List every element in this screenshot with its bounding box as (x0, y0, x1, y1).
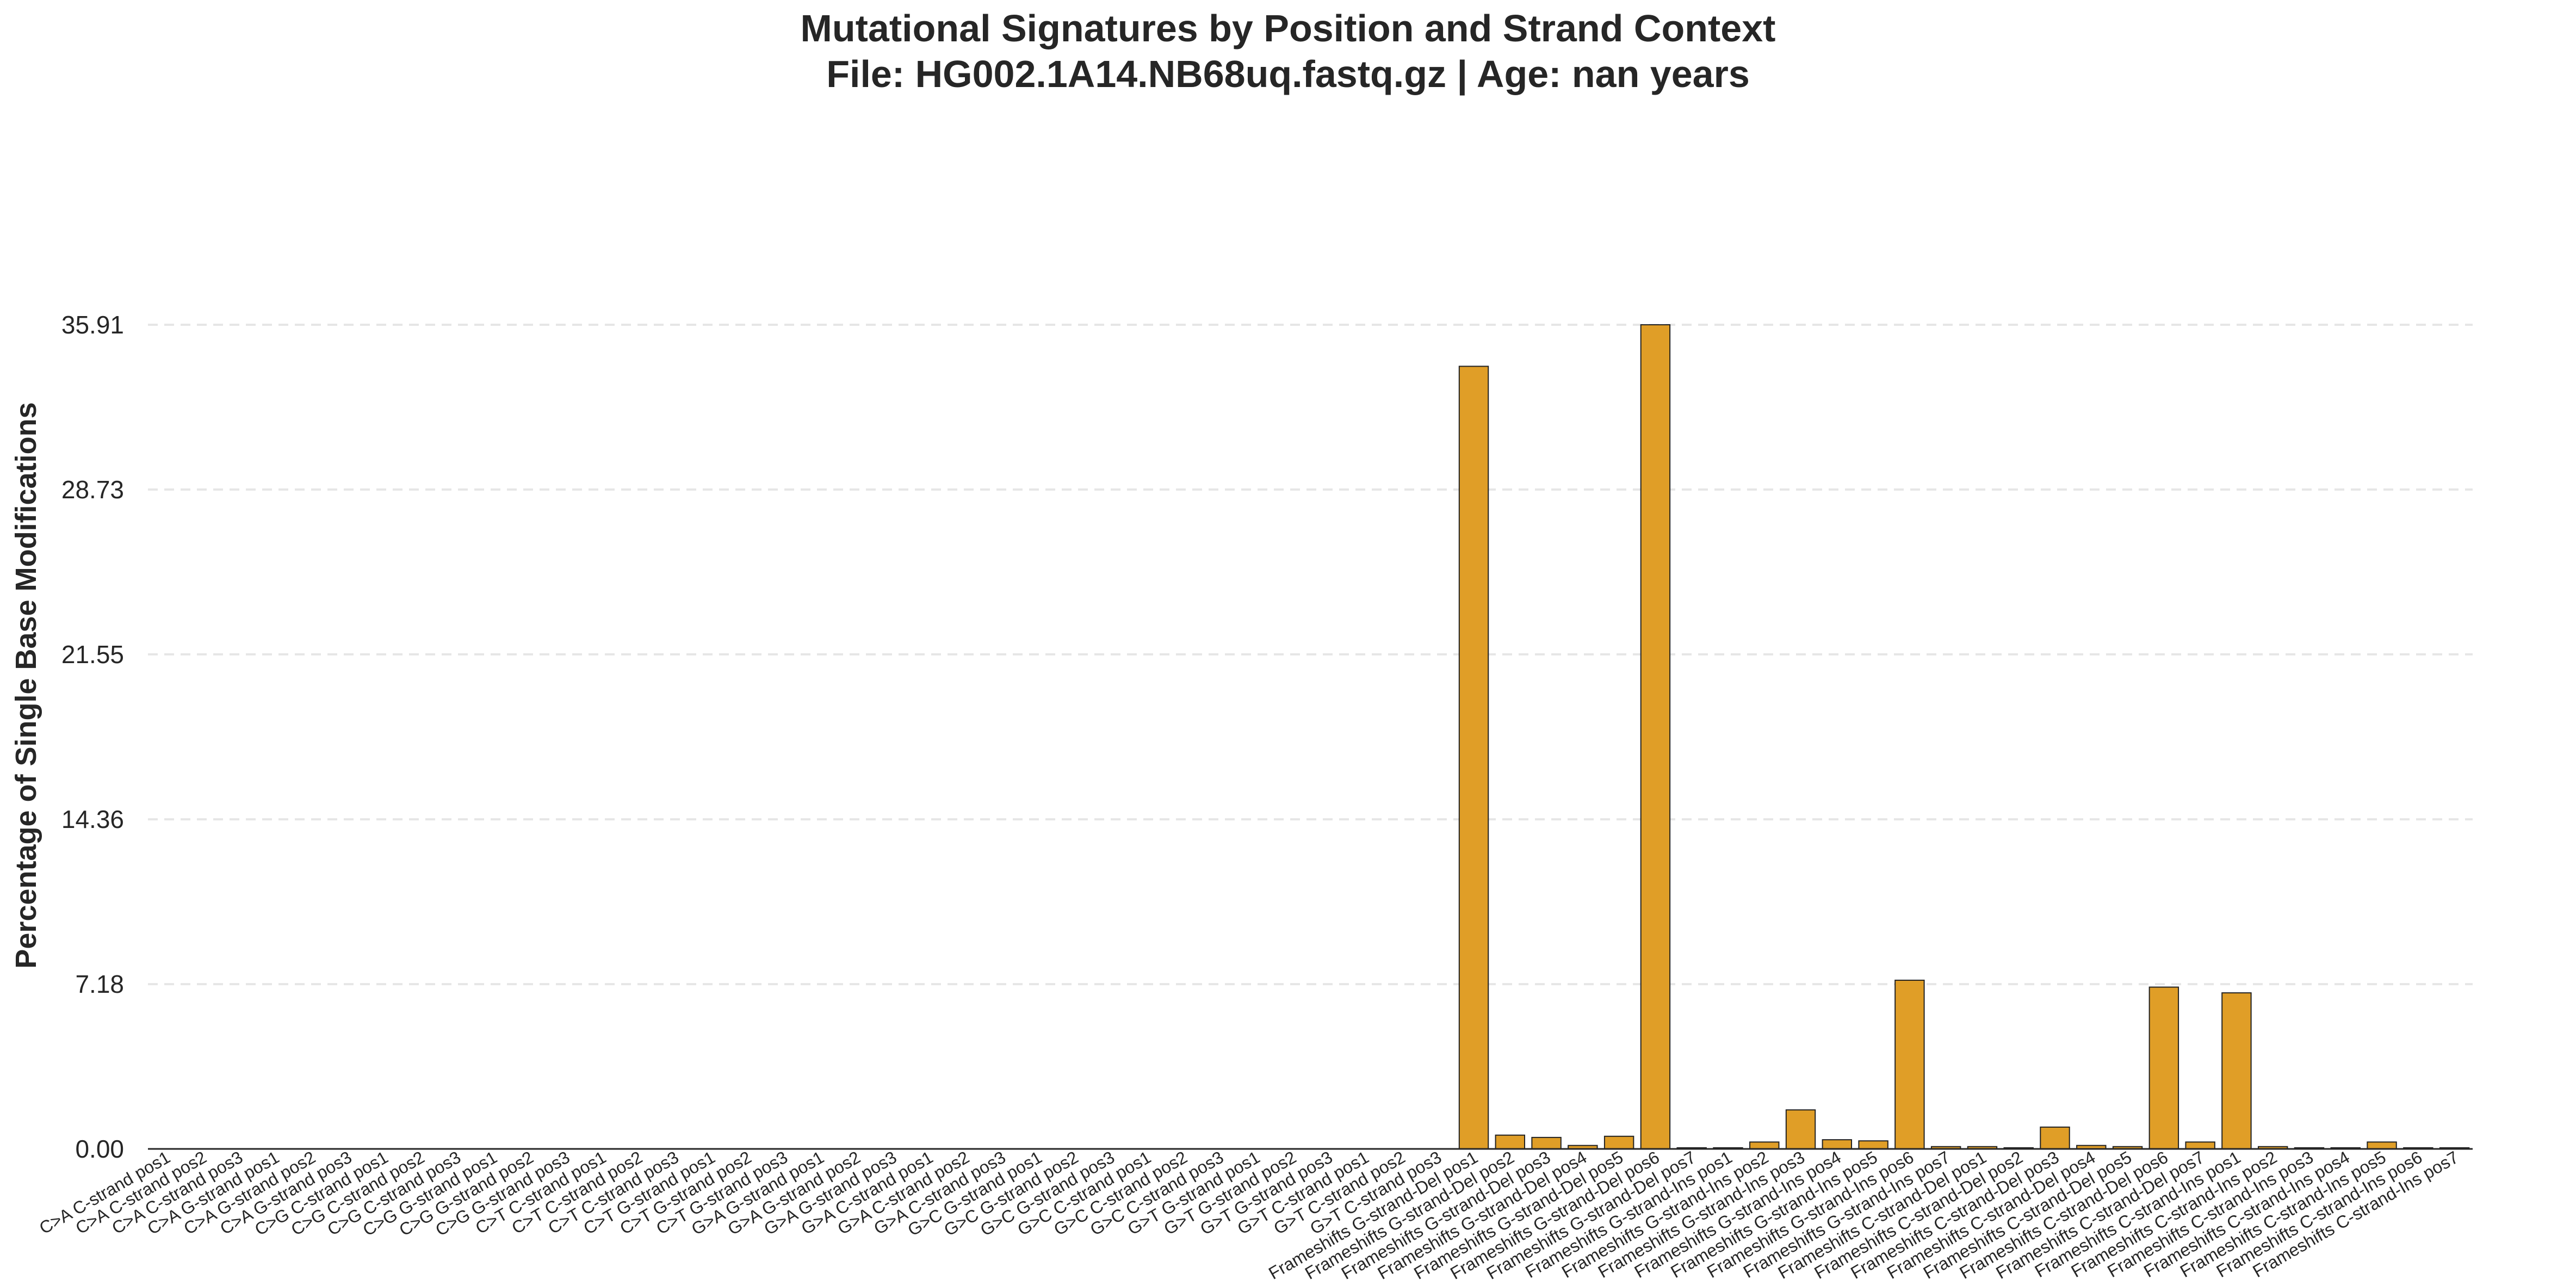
y-tick-label: 28.73 (61, 475, 124, 504)
bar (1458, 366, 1489, 1150)
chart-title: Mutational Signatures by Position and St… (801, 7, 1776, 50)
bar (1531, 1136, 1562, 1149)
y-tick-label: 0.00 (75, 1135, 124, 1163)
bar (1785, 1109, 1816, 1150)
bar (1822, 1139, 1853, 1150)
bar (2148, 986, 2179, 1150)
bar (2367, 1141, 2397, 1149)
bars (1458, 324, 2470, 1150)
y-axis-label: Percentage of Single Base Modifications (10, 402, 42, 968)
bar (1640, 324, 1671, 1149)
y-tick-label: 14.36 (61, 805, 124, 833)
bar (1603, 1135, 1634, 1149)
chart-subtitle: File: HG002.1A14.NB68uq.fastq.gz | Age: … (826, 53, 1750, 96)
bar (1749, 1141, 1780, 1149)
bar (1894, 979, 1925, 1149)
bar (2040, 1126, 2070, 1150)
y-tick-label: 21.55 (61, 640, 124, 669)
y-tick-label: 7.18 (75, 970, 124, 998)
bar (1495, 1134, 1526, 1150)
gridlines (148, 324, 2473, 986)
y-axis-ticks: 0.00 7.18 14.36 21.55 28.73 35.91 (61, 311, 124, 1163)
bar (2185, 1141, 2215, 1149)
bar (1858, 1140, 1888, 1149)
y-tick-label: 35.91 (61, 311, 124, 339)
bar (2221, 992, 2252, 1149)
